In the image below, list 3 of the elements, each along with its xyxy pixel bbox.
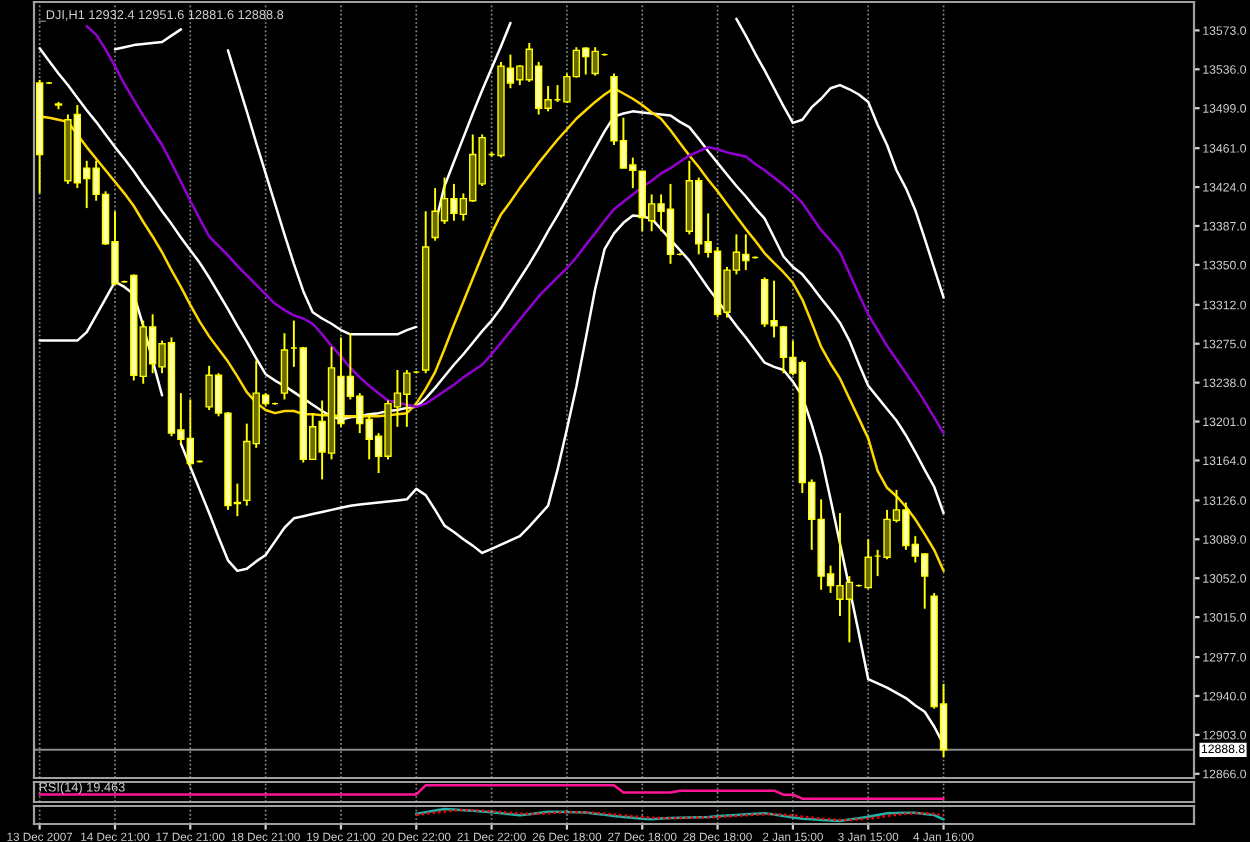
line-series [38,47,945,515]
candlestick [280,332,289,401]
line-series [85,24,945,435]
